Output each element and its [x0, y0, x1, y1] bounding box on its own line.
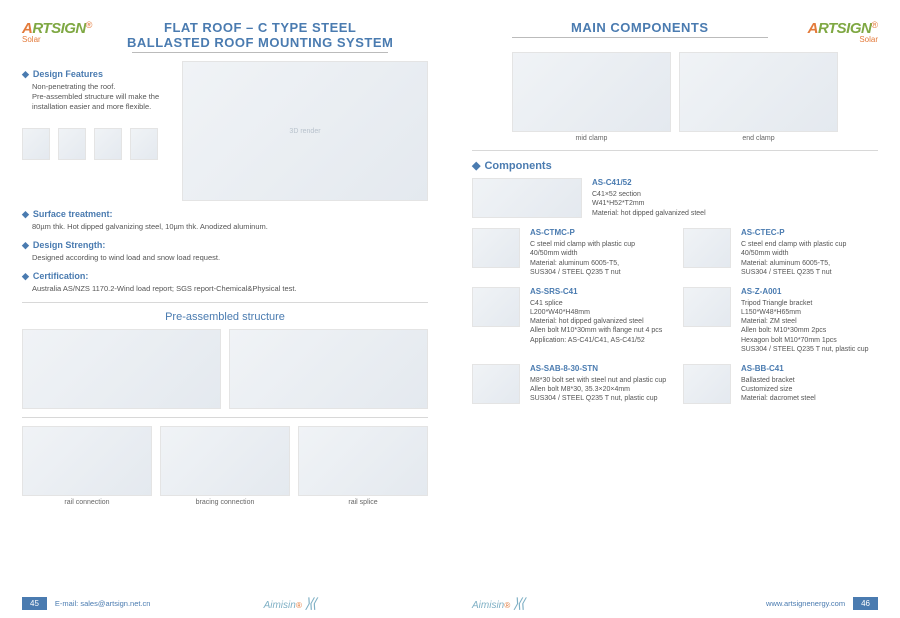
- features-head: ◆Design Features: [22, 69, 172, 80]
- right-title: MAIN COMPONENTS: [472, 20, 808, 38]
- clamp-label-1: mid clamp: [512, 135, 671, 142]
- comp-row: AS-BB-C41 Ballasted bracket Customized s…: [683, 364, 878, 404]
- title-underline: [132, 52, 388, 53]
- main-render: 3D render: [182, 61, 428, 201]
- features-row: ◆Design Features Non-penetrating the roo…: [22, 61, 428, 201]
- comp-img-3: [472, 287, 520, 327]
- thumb-label-3: rail splice: [298, 499, 428, 506]
- cert-head: ◆Certification:: [22, 271, 428, 282]
- thumb-3: [298, 426, 428, 496]
- comp-text-1: AS-CTMC-P C steel mid clamp with plastic…: [530, 228, 635, 277]
- surface-head: ◆Surface treatment:: [22, 209, 428, 220]
- mini-diagram-3: [94, 128, 122, 160]
- clamps-row: mid clamp end clamp: [472, 52, 878, 142]
- surface-body: 80µm thk. Hot dipped galvanizing steel, …: [32, 222, 428, 232]
- comp-text-2: AS-CTEC-P C steel end clamp with plastic…: [741, 228, 846, 277]
- comp-text-4: AS-Z-A001 Tripod Triangle bracket L150*W…: [741, 287, 869, 354]
- divider-1: [22, 302, 428, 303]
- comp-text-3: AS-SRS-C41 C41 splice L200*W40*H48mm Mat…: [530, 287, 662, 354]
- clamp-img-1: [512, 52, 671, 132]
- logo-left: ARTSIGN® Solar: [22, 20, 92, 44]
- left-email: E-mail: sales@artsign.net.cn: [55, 599, 151, 608]
- features-body: Non-penetrating the roof. Pre-assembled …: [32, 82, 172, 112]
- right-url: www.artsignenergy.com: [766, 599, 845, 608]
- comp-text-0: AS-C41/52 C41×52 section W41*H52*T2mm Ma…: [592, 178, 706, 218]
- thumb-2: [160, 426, 290, 496]
- preasm-img-1: [22, 329, 221, 409]
- comp-pair: AS-SRS-C41 C41 splice L200*W40*H48mm Mat…: [472, 287, 878, 364]
- comp-row: AS-CTMC-P C steel mid clamp with plastic…: [472, 228, 667, 277]
- comp-img-0: [472, 178, 582, 218]
- strength-body: Designed according to wind load and snow…: [32, 253, 428, 263]
- left-page: ARTSIGN® Solar FLAT ROOF – C TYPE STEEL …: [0, 0, 450, 618]
- footer-brand-left: Aimisin® ⟩⟨⟨: [264, 595, 315, 612]
- left-page-num: 45: [22, 597, 47, 610]
- title-line1: FLAT ROOF – C TYPE STEEL: [92, 20, 428, 35]
- right-page-num: 46: [853, 597, 878, 610]
- footer-brand-right: Aimisin® ⟩⟨⟨: [472, 595, 523, 612]
- comp-text-5: AS-SAB-8-30-STN M8*30 bolt set with stee…: [530, 364, 666, 404]
- mini-diagram-1: [22, 128, 50, 160]
- thumb-label-2: bracing connection: [160, 499, 290, 506]
- divider-2: [22, 417, 428, 418]
- right-footer: Aimisin® ⟩⟨⟨ www.artsignenergy.com 46: [450, 595, 900, 612]
- clamp-label-2: end clamp: [679, 135, 838, 142]
- preasm-img-2: [229, 329, 428, 409]
- components-head: ◆Components: [472, 159, 878, 172]
- left-title: FLAT ROOF – C TYPE STEEL BALLASTED ROOF …: [92, 20, 428, 53]
- comp-pair: AS-CTMC-P C steel mid clamp with plastic…: [472, 228, 878, 287]
- comp-pair: AS-SAB-8-30-STN M8*30 bolt set with stee…: [472, 364, 878, 414]
- comp-row: AS-Z-A001 Tripod Triangle bracket L150*W…: [683, 287, 878, 354]
- cert-body: Australia AS/NZS 1170.2-Wind load report…: [32, 284, 428, 294]
- divider-3: [472, 150, 878, 151]
- right-header: MAIN COMPONENTS ARTSIGN® Solar: [472, 20, 878, 44]
- thumb-label-1: rail connection: [22, 499, 152, 506]
- right-page: MAIN COMPONENTS ARTSIGN® Solar mid clamp…: [450, 0, 900, 618]
- comp-row: AS-C41/52 C41×52 section W41*H52*T2mm Ma…: [472, 178, 878, 218]
- components-list: AS-C41/52 C41×52 section W41*H52*T2mm Ma…: [472, 178, 878, 414]
- comp-img-6: [683, 364, 731, 404]
- comp-row: AS-SAB-8-30-STN M8*30 bolt set with stee…: [472, 364, 667, 404]
- comp-row: AS-CTEC-P C steel end clamp with plastic…: [683, 228, 878, 277]
- strength-head: ◆Design Strength:: [22, 240, 428, 251]
- left-header: ARTSIGN® Solar FLAT ROOF – C TYPE STEEL …: [22, 20, 428, 53]
- left-footer: 45 E-mail: sales@artsign.net.cn Aimisin®…: [0, 595, 450, 612]
- preassembled-images: [22, 329, 428, 409]
- mini-diagram-2: [58, 128, 86, 160]
- mini-diagram-4: [130, 128, 158, 160]
- title-line2: BALLASTED ROOF MOUNTING SYSTEM: [92, 35, 428, 50]
- comp-img-5: [472, 364, 520, 404]
- thumb-1: [22, 426, 152, 496]
- logo-reg: ®: [86, 20, 93, 30]
- clamp-img-2: [679, 52, 838, 132]
- comp-img-2: [683, 228, 731, 268]
- comp-img-1: [472, 228, 520, 268]
- comp-text-6: AS-BB-C41 Ballasted bracket Customized s…: [741, 364, 816, 404]
- comp-img-4: [683, 287, 731, 327]
- preassembled-head: Pre-assembled structure: [22, 311, 428, 323]
- logo-right: ARTSIGN® Solar: [808, 20, 878, 44]
- thumbs-row: rail connection bracing connection rail …: [22, 426, 428, 506]
- comp-row: AS-SRS-C41 C41 splice L200*W40*H48mm Mat…: [472, 287, 667, 354]
